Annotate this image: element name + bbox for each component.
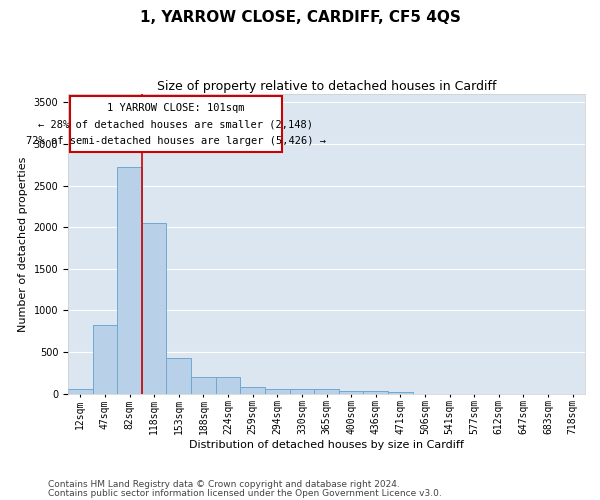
Y-axis label: Number of detached properties: Number of detached properties <box>18 156 28 332</box>
Text: Contains HM Land Registry data © Crown copyright and database right 2024.: Contains HM Land Registry data © Crown c… <box>48 480 400 489</box>
Text: 1 YARROW CLOSE: 101sqm: 1 YARROW CLOSE: 101sqm <box>107 104 245 114</box>
Bar <box>191 377 216 394</box>
Bar <box>216 377 241 394</box>
Bar <box>364 391 388 394</box>
Bar <box>117 168 142 394</box>
Bar <box>265 388 290 394</box>
Bar <box>142 223 166 394</box>
Bar <box>388 392 413 394</box>
Text: 1, YARROW CLOSE, CARDIFF, CF5 4QS: 1, YARROW CLOSE, CARDIFF, CF5 4QS <box>140 10 460 25</box>
Bar <box>290 390 314 394</box>
Bar <box>314 390 339 394</box>
Bar <box>241 387 265 394</box>
Bar <box>339 391 364 394</box>
X-axis label: Distribution of detached houses by size in Cardiff: Distribution of detached houses by size … <box>189 440 464 450</box>
Bar <box>70 96 282 152</box>
Bar <box>166 358 191 394</box>
Title: Size of property relative to detached houses in Cardiff: Size of property relative to detached ho… <box>157 80 496 93</box>
Text: Contains public sector information licensed under the Open Government Licence v3: Contains public sector information licen… <box>48 488 442 498</box>
Bar <box>92 326 117 394</box>
Text: ← 28% of detached houses are smaller (2,148): ← 28% of detached houses are smaller (2,… <box>38 120 313 130</box>
Text: 72% of semi-detached houses are larger (5,426) →: 72% of semi-detached houses are larger (… <box>26 136 326 145</box>
Bar <box>68 390 92 394</box>
